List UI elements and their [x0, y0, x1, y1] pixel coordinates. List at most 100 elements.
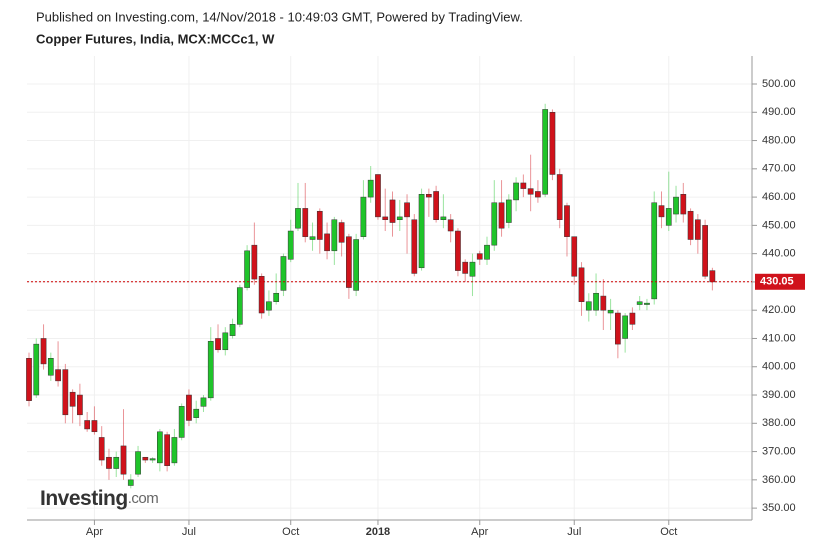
candle-body: [171, 437, 178, 464]
chart-title: Copper Futures, India, MCX:MCCc1, W: [36, 31, 275, 46]
candle-body: [520, 182, 527, 189]
candles: [26, 103, 716, 489]
candle-body: [600, 295, 607, 311]
candle-body: [135, 451, 141, 475]
candle-body: [469, 261, 476, 277]
candle-body: [484, 244, 490, 260]
y-tick-label: 450.00: [762, 219, 796, 231]
candle-body: [331, 219, 338, 252]
candle-body: [404, 202, 410, 218]
candle-body: [498, 202, 505, 229]
candle-body: [127, 479, 134, 486]
candle-body: [513, 182, 519, 201]
candle-body: [258, 276, 265, 314]
last-price-box: [755, 273, 805, 290]
candle-body: [585, 301, 592, 311]
y-tick-label: 490.00: [762, 106, 796, 118]
candle-body: [367, 179, 374, 198]
candle-body: [687, 210, 694, 240]
candle-body: [40, 338, 47, 365]
x-tick-label: Jul: [567, 526, 581, 538]
y-tick-label: 350.00: [762, 502, 796, 514]
candle-body: [651, 202, 658, 300]
candle-body: [578, 267, 585, 302]
candle-body: [186, 394, 192, 421]
candle-body: [77, 394, 83, 416]
candle-body: [236, 287, 243, 325]
last-price-label: 430.05: [760, 276, 794, 288]
candle-body: [55, 369, 61, 382]
candle-body: [193, 408, 200, 418]
candle-body: [222, 332, 229, 351]
candle-body: [106, 456, 112, 469]
watermark: Investing.com: [40, 487, 158, 510]
y-tick-label: 390.00: [762, 389, 796, 401]
candle-body: [98, 437, 105, 461]
candle-body: [694, 219, 701, 240]
watermark-suffix: .com: [128, 490, 159, 507]
candle-body: [346, 236, 352, 288]
candle-body: [462, 261, 469, 274]
candle-body: [273, 292, 280, 302]
candle-body: [280, 256, 287, 291]
candle-body: [389, 199, 396, 223]
candle-body: [164, 434, 170, 466]
candle-body: [295, 208, 301, 229]
y-tick-label: 480.00: [762, 134, 796, 146]
y-tick-label: 500.00: [762, 78, 796, 90]
candle-body: [593, 292, 599, 311]
candle-body: [636, 301, 643, 305]
candle-body: [149, 458, 156, 461]
candle-body: [207, 341, 214, 399]
x-tick-label: Oct: [660, 526, 677, 538]
candle-body: [382, 216, 389, 220]
candle-body: [549, 112, 556, 175]
y-tick-label: 370.00: [762, 445, 796, 457]
candle-body: [375, 174, 381, 218]
candle-body: [353, 239, 359, 291]
candle-body: [142, 456, 149, 461]
candle-body: [447, 219, 454, 232]
candle-body: [644, 302, 650, 305]
y-tick-label: 400.00: [762, 361, 796, 373]
candle-body: [702, 225, 708, 277]
candle-body: [564, 205, 570, 237]
candle-body: [709, 270, 716, 283]
candle-body: [338, 222, 345, 243]
candle-body: [418, 194, 425, 269]
candle-body: [658, 205, 665, 218]
x-tick-label: 2018: [366, 526, 390, 538]
header: Published on Investing.com, 14/Nov/2018 …: [36, 9, 523, 24]
candle-body: [26, 358, 32, 401]
candle-body: [244, 250, 250, 288]
candle-body: [505, 199, 512, 223]
candle-body: [607, 309, 614, 314]
candle-body: [178, 406, 185, 438]
candle-body: [680, 194, 687, 215]
candle-body: [251, 244, 258, 280]
candle-body: [440, 216, 447, 220]
candle-body: [665, 208, 672, 226]
watermark-main: Investing: [40, 487, 128, 510]
candle-body: [556, 174, 563, 220]
candle-body: [91, 420, 98, 433]
candle-body: [324, 233, 330, 252]
candle-body: [396, 216, 403, 220]
candle-body: [113, 456, 120, 469]
candle-body: [316, 210, 323, 240]
candle-body: [215, 338, 221, 351]
y-tick-label: 420.00: [762, 304, 796, 316]
y-tick-label: 440.00: [762, 248, 796, 260]
candle-body: [629, 312, 636, 325]
candle-body: [229, 324, 236, 336]
candle-body: [426, 194, 432, 198]
candle-body: [47, 358, 54, 376]
x-tick-label: Jul: [182, 526, 196, 538]
candle-body: [84, 420, 91, 430]
candle-body: [571, 236, 578, 277]
candle-body: [476, 253, 483, 260]
y-tick-label: 470.00: [762, 163, 796, 175]
y-tick-label: 410.00: [762, 332, 796, 344]
candle-body: [491, 202, 498, 246]
candle-body: [542, 109, 549, 195]
